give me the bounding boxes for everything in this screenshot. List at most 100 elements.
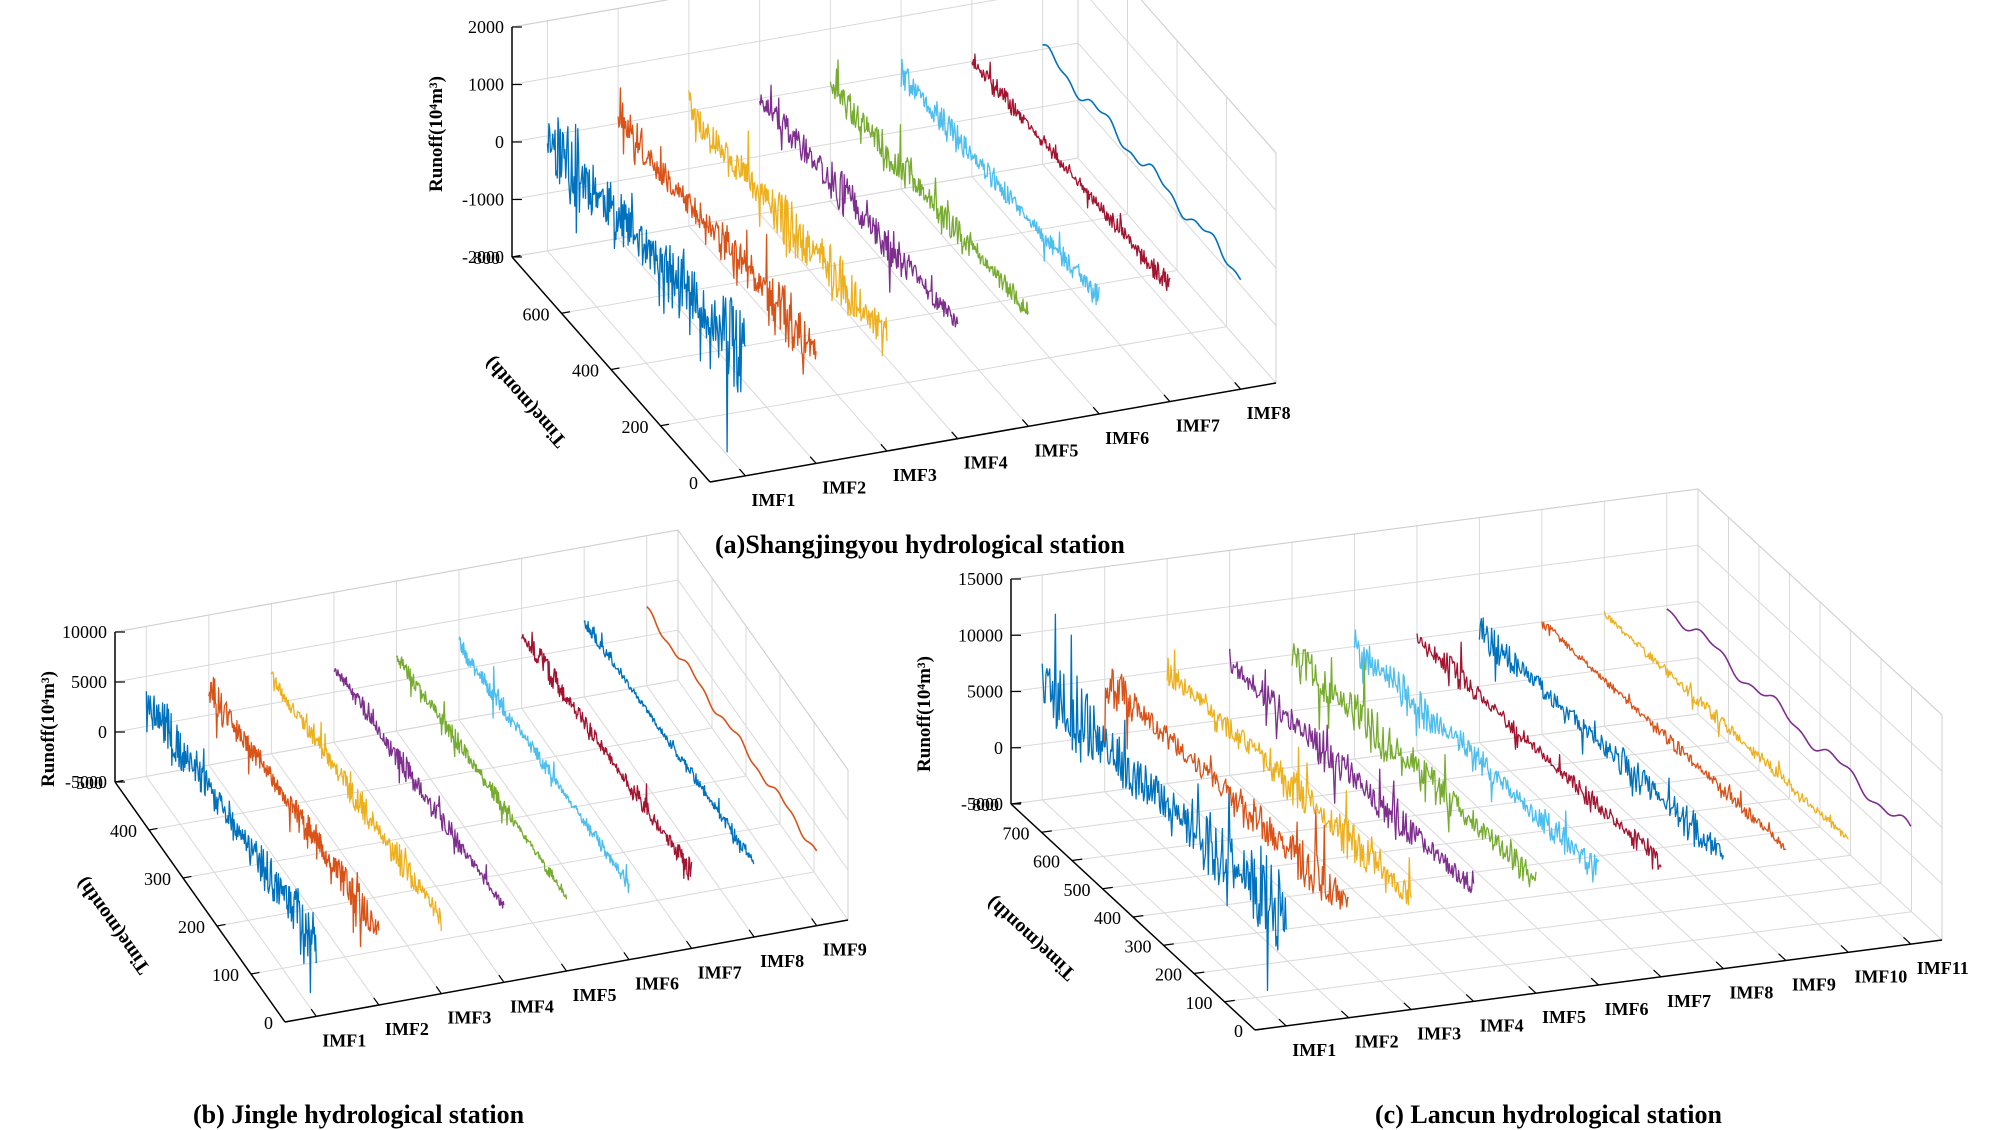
y-tick: [610, 367, 620, 371]
series-line-imf9: [1541, 621, 1787, 851]
y-gridline: [1224, 686, 1912, 1003]
x-tick-label: IMF7: [1176, 416, 1220, 436]
y-gridline: [1102, 573, 1790, 890]
y-tick-label: 200: [622, 417, 649, 437]
x-tick: [880, 443, 888, 452]
x-tick: [811, 918, 818, 927]
y-tick: [1132, 915, 1144, 918]
z-tick-label: 1000: [468, 75, 504, 95]
series-line-imf5: [395, 655, 568, 900]
series-line-imf8: [1478, 617, 1725, 860]
y-tick-label: 500: [1064, 880, 1091, 900]
series-line-imf8: [583, 620, 755, 865]
x-tick: [310, 1008, 317, 1017]
y-tick-label: 100: [212, 965, 239, 985]
z-axis-label: Runoff(10⁴m³): [914, 656, 935, 772]
y-tick-label: 0: [264, 1013, 273, 1033]
series-line-imf6: [900, 58, 1100, 306]
series-line-imf7: [520, 631, 693, 881]
y-tick: [511, 254, 521, 258]
y-gridline: [511, 0, 1079, 258]
y-tick-label: 400: [1094, 908, 1121, 928]
z-tick-label: 10000: [62, 622, 107, 642]
series-line-imf5: [1291, 643, 1537, 888]
x-floor-gridline: [333, 742, 505, 983]
z-tick-label: 5000: [967, 682, 1003, 702]
z-tick-label: 15000: [958, 569, 1003, 589]
z-tick-label: 0: [495, 132, 504, 152]
y-tick-label: 800: [473, 248, 500, 268]
z-tick-label: 0: [98, 722, 107, 742]
y-gridline: [1193, 658, 1882, 974]
y-gridline: [1132, 602, 1821, 918]
series-line-imf1: [145, 691, 317, 994]
box-edge: [677, 529, 849, 771]
x-tick: [738, 468, 746, 477]
x-tick: [1340, 1010, 1350, 1019]
x-axis-line: [709, 382, 1277, 483]
x-tick-label: IMF3: [1417, 1024, 1461, 1044]
y-tick-label: 700: [1003, 823, 1030, 843]
y-tick: [250, 971, 260, 975]
y-tick-label: 200: [1155, 965, 1182, 985]
x-floor-gridline: [208, 764, 380, 1006]
y-tick: [1163, 943, 1174, 946]
x-tick: [373, 997, 380, 1006]
x-tick: [498, 974, 505, 983]
y-tick-label: 600: [1033, 852, 1060, 872]
x-tick-label: IMF4: [964, 453, 1008, 473]
x-tick: [1234, 382, 1242, 390]
y-tick: [114, 779, 124, 783]
y-tick: [561, 311, 571, 314]
y-gridline: [148, 578, 713, 831]
y-gridline: [182, 626, 747, 879]
box-edge: [1010, 488, 1699, 580]
y-tick-label: 0: [689, 473, 698, 493]
x-tick: [1715, 961, 1724, 970]
x-tick-label: IMF5: [1542, 1007, 1586, 1027]
y-tick-label: 600: [523, 304, 550, 324]
x-tick-label: IMF5: [1034, 440, 1078, 460]
y-tick-label: 500: [76, 773, 103, 793]
series-line-imf7: [971, 53, 1171, 292]
x-tick: [1903, 936, 1912, 945]
x-tick-label: IMF4: [1480, 1015, 1524, 1035]
x-tick-label: IMF5: [573, 985, 617, 1005]
x-tick-label: IMF4: [510, 996, 554, 1016]
x-tick-label: IMF7: [1667, 991, 1711, 1011]
x-tick: [686, 940, 693, 949]
x-floor-gridline: [521, 708, 693, 949]
series-line-imf6: [458, 636, 630, 894]
y-gridline: [1163, 630, 1851, 946]
x-floor-gridline: [583, 696, 755, 938]
y-tick: [709, 479, 719, 483]
z-tick-label: -2000: [462, 247, 504, 267]
x-tick-label: IMF2: [1355, 1032, 1399, 1052]
x-floor-gridline: [270, 753, 442, 994]
y-gridline: [216, 674, 781, 927]
z-gridline: [511, 0, 1277, 211]
y-axis-label: Time(month): [71, 873, 154, 978]
x-tick: [1278, 1018, 1287, 1027]
x-tick: [1653, 969, 1662, 978]
y-tick: [216, 923, 226, 927]
x-tick: [951, 431, 959, 440]
x-tick-label: IMF1: [751, 490, 795, 510]
x-tick-label: IMF6: [1605, 999, 1649, 1019]
y-tick-label: 0: [1234, 1021, 1243, 1041]
x-tick: [1590, 977, 1599, 986]
x-tick: [1021, 419, 1029, 427]
z-tick-label: 2000: [468, 17, 504, 37]
z-tick-label: 5000: [71, 672, 107, 692]
y-gridline: [561, 0, 1128, 314]
series-line-imf6: [1353, 629, 1600, 883]
x-tick-label: IMF9: [823, 940, 867, 960]
series-line-imf1: [546, 117, 746, 453]
x-tick: [1163, 394, 1171, 402]
series-line-imf1: [1041, 613, 1287, 992]
x-tick-label: IMF6: [635, 974, 679, 994]
y-axis-label: Time(month): [480, 352, 571, 451]
y-gridline: [1041, 517, 1729, 833]
x-tick: [1840, 945, 1849, 953]
series-line-imf9: [646, 606, 818, 852]
